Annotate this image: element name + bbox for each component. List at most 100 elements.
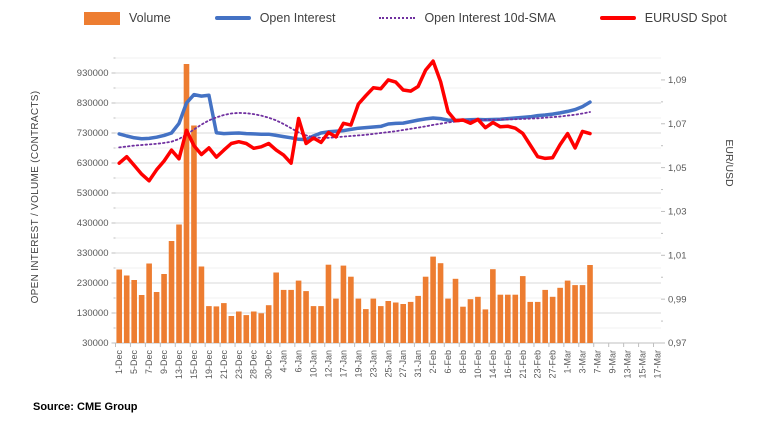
y-left-axis-title: OPEN INTEREST / VOLUME (CONTRACTS)	[30, 91, 41, 304]
x-tick-label: 1-Dec	[114, 350, 124, 375]
x-tick-label: 15-Dec	[189, 350, 199, 380]
volume-bar	[221, 303, 227, 343]
volume-bar	[243, 315, 250, 343]
volume-bar	[206, 306, 212, 343]
volume-bar	[363, 309, 369, 343]
volume-bar	[288, 289, 294, 343]
legend-item-open-interest-10d-sma: Open Interest 10d-SMA	[379, 11, 556, 25]
volume-bar	[437, 263, 444, 343]
volume-bar	[198, 266, 205, 343]
volume-bar	[183, 64, 190, 343]
volume-bar	[123, 275, 130, 343]
legend-item-volume: Volume	[84, 11, 171, 25]
x-tick-label: 17-Mar	[652, 350, 662, 379]
volume-bar	[348, 276, 354, 343]
volume-bar	[392, 302, 399, 343]
volume-bar	[579, 285, 586, 343]
volume-bar	[191, 125, 197, 343]
x-tick-label: 23-Feb	[533, 350, 543, 379]
y-left-tick-label: 230000	[77, 278, 109, 289]
y-axis-left: 930000 830000 730000 630000 530000 430000 3300…	[77, 57, 116, 349]
legend-swatch-line	[214, 16, 251, 20]
volume-bar	[153, 292, 160, 343]
volume-bar	[497, 294, 504, 343]
volume-bar	[519, 276, 526, 343]
x-tick-label: 19-Dec	[204, 350, 214, 380]
x-tick-label: 6-Jan	[294, 350, 304, 373]
y-left-tick-label: 930000	[77, 68, 109, 79]
y-left-tick-label: 430000	[77, 218, 109, 229]
x-tick-label: 23-Jan	[368, 350, 378, 378]
x-axis: 1-Dec 5-Dec 7-Dec 9-Dec 13-Dec 15-Dec 19-Dec 21…	[114, 343, 662, 379]
volume-bar	[452, 278, 459, 343]
volume-bar	[168, 241, 175, 343]
x-tick-label: 17-Jan	[338, 350, 348, 378]
y-right-tick-label: 0,97	[668, 338, 687, 349]
volume-bar	[161, 274, 167, 343]
volume-bar	[235, 311, 242, 343]
volume-bar	[564, 280, 571, 343]
volume-bar	[273, 272, 279, 343]
x-tick-label: 27-Feb	[548, 350, 558, 379]
legend-item-open-interest: Open Interest	[214, 11, 335, 25]
legend-swatch-bar	[84, 11, 120, 25]
x-tick-label: 7-Mar	[592, 350, 602, 374]
volume-bar	[542, 289, 548, 343]
x-tick-label: 13-Mar	[622, 350, 632, 379]
volume-bar	[213, 306, 220, 343]
y-right-tick-label: 1,03	[668, 207, 687, 218]
open-interest-line	[117, 92, 592, 142]
volume-bar	[557, 287, 563, 343]
y-left-tick-label: 530000	[77, 188, 109, 199]
legend-swatch-line	[599, 16, 636, 20]
legend: Volume Open Interest Open Interest 10d-SMA…	[84, 11, 727, 25]
volume-bar	[415, 295, 421, 343]
x-tick-label: 31-Jan	[413, 350, 423, 378]
y-left-tick-label: 130000	[77, 308, 109, 319]
eurusd-spot-line	[117, 59, 592, 183]
x-tick-label: 6-Feb	[443, 350, 453, 374]
y-left-tick-label: 630000	[77, 158, 109, 169]
volume-bar	[355, 298, 362, 343]
volume-bar	[325, 264, 332, 343]
x-tick-label: 10-Feb	[473, 350, 483, 379]
legend-swatch-dotted	[379, 17, 416, 19]
y-right-tick-label: 1,01	[668, 251, 687, 262]
x-tick-label: 1-Mar	[563, 350, 573, 374]
volume-bar	[370, 298, 377, 343]
x-tick-label: 13-Dec	[174, 350, 184, 380]
volume-bar	[445, 298, 451, 343]
x-tick-label: 21-Feb	[518, 350, 528, 379]
volume-bar	[407, 301, 414, 343]
volume-bar	[587, 265, 593, 343]
x-tick-label: 2-Feb	[428, 350, 438, 374]
volume-bar	[385, 301, 392, 343]
volume-bar	[430, 256, 436, 343]
volume-bar	[400, 304, 406, 343]
volume-bar	[280, 289, 287, 343]
gridlines	[115, 57, 661, 329]
x-tick-label: 16-Feb	[503, 350, 513, 379]
x-tick-label: 9-Dec	[159, 350, 169, 375]
volume-bar	[176, 224, 182, 343]
volume-bar	[482, 309, 489, 343]
y-left-tick-label: 830000	[77, 98, 109, 109]
volume-bar	[475, 296, 481, 343]
legend-label: Open Interest 10d-SMA	[424, 11, 556, 25]
volume-bar	[490, 269, 496, 343]
x-tick-label: 25-Jan	[383, 350, 393, 378]
volume-bar	[422, 276, 429, 343]
volume-bar	[116, 269, 123, 343]
x-tick-label: 21-Dec	[219, 350, 229, 380]
x-tick-label: 14-Feb	[488, 350, 498, 379]
volume-bar	[250, 311, 257, 343]
volume-bar	[549, 296, 556, 343]
volume-bar	[505, 294, 511, 343]
x-tick-label: 7-Dec	[144, 350, 154, 375]
volume-bar	[138, 295, 145, 343]
volume-bar	[303, 291, 309, 343]
legend-item-eurusd-spot: EURUSD Spot	[599, 11, 727, 25]
volume-bar	[318, 306, 324, 343]
